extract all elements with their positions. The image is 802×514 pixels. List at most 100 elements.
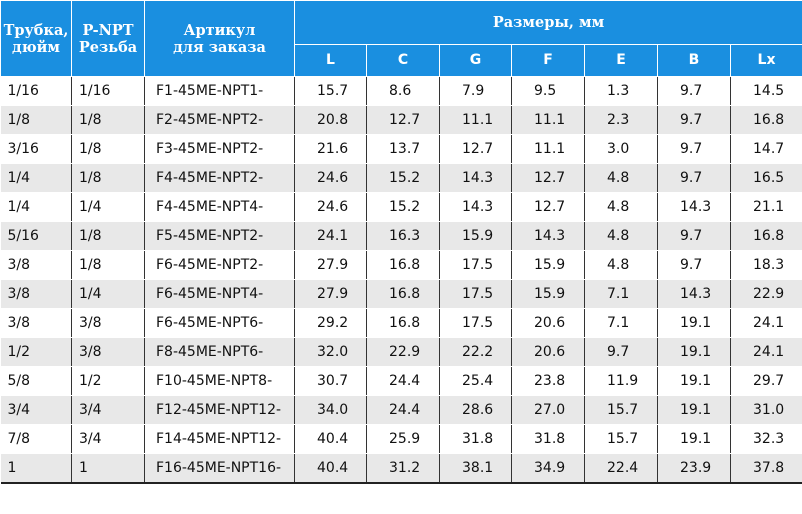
cell-dim-g: 14.3 (439, 163, 512, 193)
cell-article: F12-45ME-NPT12- (144, 395, 295, 425)
header-dim-f: F (511, 44, 585, 77)
cell-dim-f: 14.3 (511, 221, 585, 251)
cell-dim-g: 15.9 (439, 221, 512, 251)
cell-dim-b: 19.1 (657, 424, 731, 454)
header-dimensions: Размеры, мм (293, 0, 802, 45)
cell-tube-size: 3/4 (0, 395, 72, 425)
cell-dim-g: 17.5 (439, 279, 512, 309)
cell-tube-size: 1/16 (0, 76, 72, 106)
header-article-line1: Артикул (183, 21, 256, 39)
cell-dim-lx: 24.1 (729, 337, 802, 367)
cell-thread: 1/8 (71, 105, 145, 135)
cell-article: F1-45ME-NPT1- (144, 76, 295, 106)
cell-dim-b: 9.7 (657, 134, 731, 164)
cell-dim-lx: 18.3 (729, 250, 802, 280)
cell-dim-e: 15.7 (584, 395, 658, 425)
cell-dim-g: 31.8 (439, 424, 512, 454)
cell-tube-size: 1/2 (0, 337, 72, 367)
header-thread-line2: Резьба (78, 38, 138, 56)
cell-dim-c: 12.7 (366, 105, 440, 135)
cell-article: F8-45ME-NPT6- (144, 337, 295, 367)
cell-dim-lx: 21.1 (729, 192, 802, 222)
cell-dim-b: 9.7 (657, 250, 731, 280)
cell-article: F2-45ME-NPT2- (144, 105, 295, 135)
cell-dim-f: 11.1 (511, 134, 585, 164)
cell-dim-lx: 16.5 (729, 163, 802, 193)
cell-dim-c: 22.9 (366, 337, 440, 367)
cell-dim-c: 16.8 (366, 279, 440, 309)
cell-dim-lx: 31.0 (729, 395, 802, 425)
cell-dim-f: 27.0 (511, 395, 585, 425)
cell-dim-l: 40.4 (294, 453, 367, 484)
cell-dim-e: 7.1 (584, 279, 658, 309)
cell-dim-e: 4.8 (584, 221, 658, 251)
cell-dim-lx: 16.8 (729, 105, 802, 135)
cell-dim-b: 19.1 (657, 337, 731, 367)
cell-dim-l: 24.6 (294, 163, 367, 193)
cell-dim-l: 27.9 (294, 279, 367, 309)
table-header: Трубка, дюйм P-NPT Резьба Артикул для за… (0, 0, 802, 77)
cell-thread: 1/8 (71, 250, 145, 280)
header-article: Артикул для заказа (144, 0, 295, 77)
cell-dim-g: 12.7 (439, 134, 512, 164)
cell-dim-b: 19.1 (657, 366, 731, 396)
cell-dim-c: 15.2 (366, 163, 440, 193)
cell-dim-f: 23.8 (511, 366, 585, 396)
cell-dim-l: 24.1 (294, 221, 367, 251)
cell-thread: 1/8 (71, 134, 145, 164)
table-row: 1/2 3/8 F8-45ME-NPT6- 32.0 22.9 22.2 20.6 9.7 19… (0, 337, 802, 367)
header-dim-e: E (584, 44, 658, 77)
table-row: 5/16 1/8 F5-45ME-NPT2- 24.1 16.3 15.9 14.3 4.8 9… (0, 221, 802, 251)
cell-dim-g: 11.1 (439, 105, 512, 135)
cell-tube-size: 1/4 (0, 192, 72, 222)
table-row: 1/16 1/16 F1-45ME-NPT1- 15.7 8.6 7.9 9.5 1.3 9.7… (0, 76, 802, 106)
header-article-line2: для заказа (173, 38, 266, 56)
cell-dim-l: 20.8 (294, 105, 367, 135)
cell-dim-lx: 24.1 (729, 308, 802, 338)
cell-dim-f: 34.9 (511, 453, 585, 484)
cell-thread: 3/8 (71, 337, 145, 367)
cell-dim-f: 12.7 (511, 192, 585, 222)
cell-dim-l: 40.4 (294, 424, 367, 454)
cell-dim-g: 14.3 (439, 192, 512, 222)
header-thread: P-NPT Резьба (71, 0, 145, 77)
fittings-spec-table: Трубка, дюйм P-NPT Резьба Артикул для за… (0, 0, 802, 484)
cell-dim-f: 20.6 (511, 337, 585, 367)
cell-dim-e: 11.9 (584, 366, 658, 396)
table-row: 3/4 3/4 F12-45ME-NPT12- 34.0 24.4 28.6 27.0 15.… (0, 395, 802, 425)
cell-dim-b: 14.3 (657, 192, 731, 222)
cell-tube-size: 3/8 (0, 250, 72, 280)
cell-dim-f: 11.1 (511, 105, 585, 135)
cell-thread: 1/16 (71, 76, 145, 106)
table-row: 1/8 1/8 F2-45ME-NPT2- 20.8 12.7 11.1 11.1 2.3 9.… (0, 105, 802, 135)
cell-dim-l: 21.6 (294, 134, 367, 164)
cell-dim-lx: 37.8 (729, 453, 802, 484)
cell-dim-lx: 14.5 (729, 76, 802, 106)
cell-dim-f: 15.9 (511, 250, 585, 280)
header-dim-c: C (366, 44, 440, 77)
cell-dim-c: 25.9 (366, 424, 440, 454)
cell-dim-l: 32.0 (294, 337, 367, 367)
cell-dim-g: 22.2 (439, 337, 512, 367)
cell-dim-e: 4.8 (584, 163, 658, 193)
cell-thread: 1/8 (71, 221, 145, 251)
cell-dim-b: 19.1 (657, 395, 731, 425)
cell-dim-c: 31.2 (366, 453, 440, 484)
cell-tube-size: 7/8 (0, 424, 72, 454)
cell-dim-c: 24.4 (366, 366, 440, 396)
cell-dim-b: 9.7 (657, 105, 731, 135)
cell-dim-c: 24.4 (366, 395, 440, 425)
header-tube: Трубка, дюйм (0, 0, 72, 77)
cell-dim-g: 17.5 (439, 308, 512, 338)
cell-dim-b: 9.7 (657, 163, 731, 193)
cell-dim-f: 9.5 (511, 76, 585, 106)
cell-tube-size: 1 (0, 453, 72, 484)
cell-dim-lx: 22.9 (729, 279, 802, 309)
cell-dim-f: 20.6 (511, 308, 585, 338)
cell-dim-e: 1.3 (584, 76, 658, 106)
table-row: 1/4 1/4 F4-45ME-NPT4- 24.6 15.2 14.3 12.7 4.8 14… (0, 192, 802, 222)
cell-dim-b: 19.1 (657, 308, 731, 338)
cell-article: F6-45ME-NPT4- (144, 279, 295, 309)
cell-thread: 3/8 (71, 308, 145, 338)
cell-dim-g: 7.9 (439, 76, 512, 106)
